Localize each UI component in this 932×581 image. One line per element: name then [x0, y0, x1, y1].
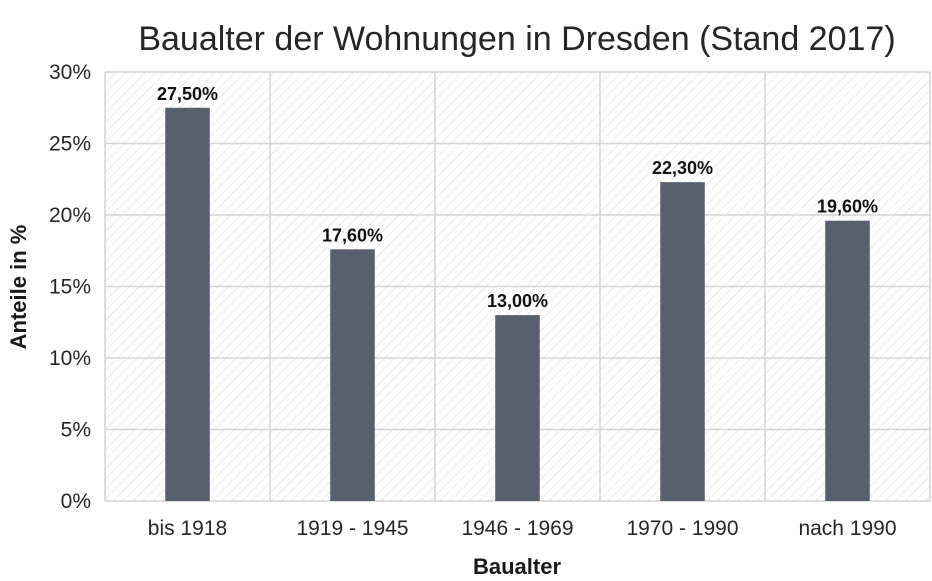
- bar-3: [660, 182, 705, 502]
- data-label-1: 17,60%: [322, 225, 383, 245]
- chart-title: Baualter der Wohnungen in Dresden (Stand…: [138, 20, 895, 58]
- y-axis-label: Anteile in %: [6, 225, 31, 350]
- y-tick-label: 20%: [49, 204, 91, 227]
- y-tick-label: 25%: [49, 133, 91, 156]
- y-tick-label: 0%: [61, 490, 91, 513]
- y-tick-label: 5%: [61, 419, 91, 442]
- data-label-4: 19,60%: [817, 197, 878, 217]
- y-tick-label: 30%: [49, 61, 91, 84]
- x-axis-label: Baualter: [473, 554, 561, 579]
- data-label-2: 13,00%: [487, 291, 548, 311]
- x-tick-label-2: 1946 - 1969: [461, 517, 573, 540]
- x-tick-label-3: 1970 - 1990: [626, 517, 738, 540]
- bar-0: [165, 107, 210, 501]
- x-tick-label-0: bis 1918: [148, 517, 227, 540]
- data-label-3: 22,30%: [652, 158, 713, 178]
- y-axis-ticks: 0% 5% 10% 15% 20% 25% 30%: [49, 61, 91, 513]
- bars: [165, 107, 870, 502]
- y-tick-label: 10%: [49, 347, 91, 370]
- x-axis-ticks: bis 1918 1919 - 1945 1946 - 1969 1970 - 199…: [148, 517, 897, 540]
- x-tick-label-4: nach 1990: [798, 517, 896, 540]
- data-labels: 27,50% 17,60% 13,00% 22,30% 19,60%: [157, 84, 878, 311]
- bar-1: [330, 249, 375, 501]
- bar-4: [825, 220, 870, 501]
- data-label-0: 27,50%: [157, 84, 218, 104]
- y-tick-label: 15%: [49, 276, 91, 299]
- bar-2: [495, 315, 540, 501]
- x-tick-label-1: 1919 - 1945: [296, 517, 408, 540]
